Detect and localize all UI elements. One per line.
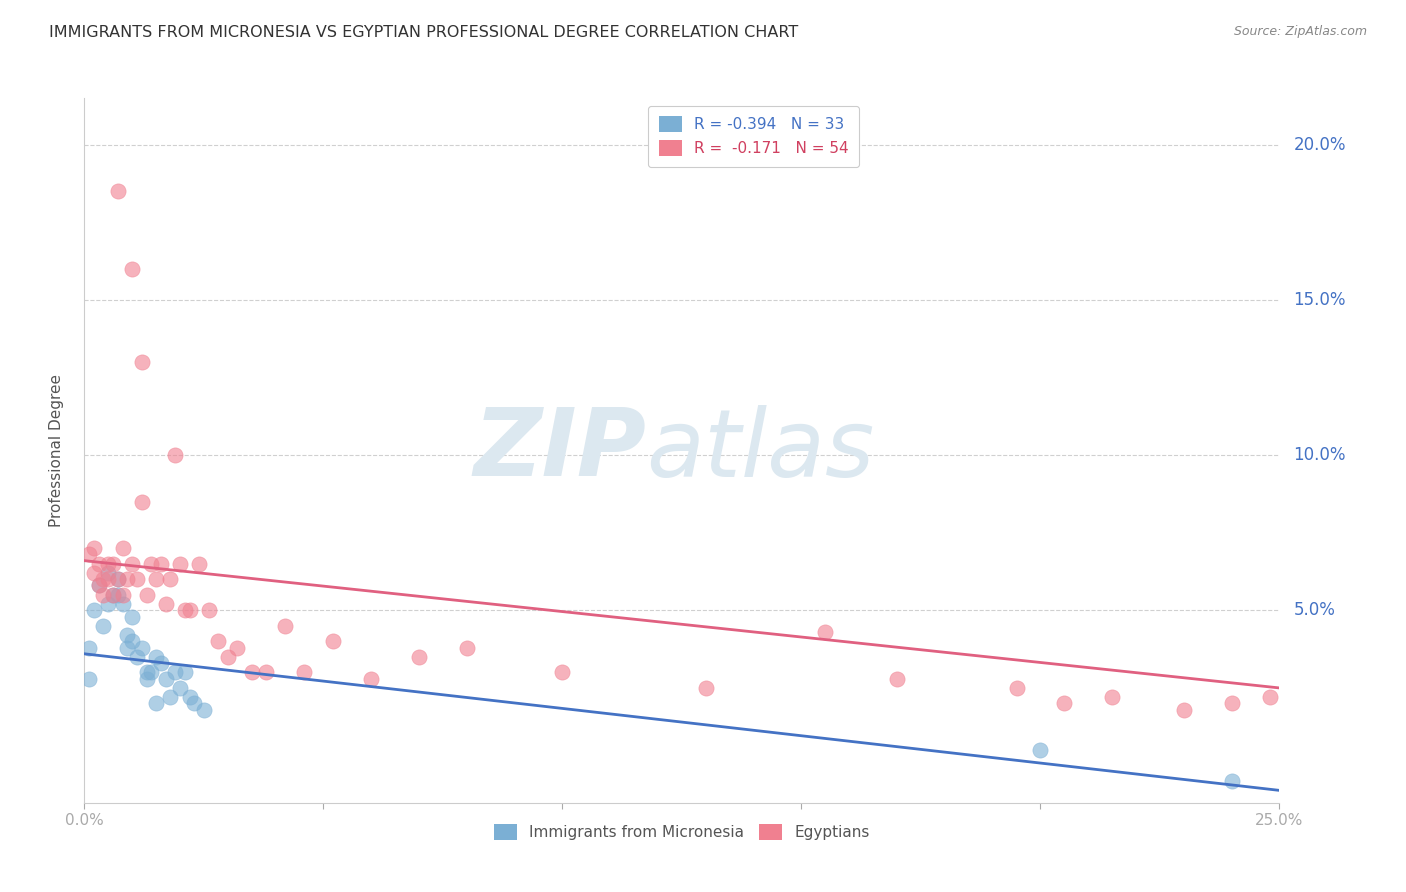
Point [83,541,105,556]
Point [169,681,191,695]
Point [107,572,129,586]
Point [814,625,837,640]
Point [121,634,143,648]
Point [217,649,239,664]
Point [322,634,344,648]
Point [97,557,120,571]
Point [408,649,430,664]
Point [183,697,205,711]
Point [97,572,120,586]
Point [107,572,129,586]
Point [456,640,478,655]
Point [149,557,172,571]
Point [173,665,195,680]
Point [292,665,315,680]
Point [1101,690,1123,705]
Text: Source: ZipAtlas.com: Source: ZipAtlas.com [1233,25,1367,38]
Point [111,597,134,611]
Point [188,557,211,571]
Point [141,665,163,680]
Point [197,603,219,617]
Point [165,448,187,462]
Point [155,597,177,611]
Point [254,665,277,680]
Text: atlas: atlas [647,405,875,496]
Point [1029,743,1052,757]
Point [159,572,181,586]
Point [149,656,172,670]
Text: ZIP: ZIP [474,404,647,497]
Point [274,619,297,633]
Point [145,572,167,586]
Point [93,572,115,586]
Point [141,557,163,571]
Point [121,609,143,624]
Text: 10.0%: 10.0% [1294,446,1346,464]
Point [135,672,157,686]
Point [97,597,120,611]
Point [169,557,191,571]
Point [101,588,124,602]
Point [117,572,139,586]
Point [135,588,157,602]
Point [135,665,157,680]
Point [1258,690,1281,705]
Point [207,634,229,648]
Text: 15.0%: 15.0% [1294,291,1346,309]
Text: 5.0%: 5.0% [1294,601,1336,619]
Point [360,672,382,686]
Point [551,665,574,680]
Point [193,703,215,717]
Point [695,681,717,695]
Point [93,619,115,633]
Point [1220,697,1243,711]
Point [97,566,120,580]
Point [1005,681,1028,695]
Point [145,697,167,711]
Point [121,557,143,571]
Point [179,690,201,705]
Point [117,640,139,655]
Point [165,665,187,680]
Point [226,640,249,655]
Point [83,566,105,580]
Point [159,690,181,705]
Point [240,665,263,680]
Point [121,261,143,276]
Point [83,603,105,617]
Point [173,603,195,617]
Point [107,184,129,198]
Point [101,557,124,571]
Point [77,548,100,562]
Point [117,628,139,642]
Point [93,588,115,602]
Point [111,588,134,602]
Text: 20.0%: 20.0% [1294,136,1346,153]
Legend: Immigrants from Micronesia, Egyptians: Immigrants from Micronesia, Egyptians [486,817,877,848]
Point [886,672,908,686]
Text: IMMIGRANTS FROM MICRONESIA VS EGYPTIAN PROFESSIONAL DEGREE CORRELATION CHART: IMMIGRANTS FROM MICRONESIA VS EGYPTIAN P… [49,25,799,40]
Y-axis label: Professional Degree: Professional Degree [49,374,63,527]
Point [77,672,100,686]
Point [131,640,153,655]
Point [107,588,129,602]
Point [155,672,177,686]
Point [125,572,148,586]
Point [111,541,134,556]
Point [1053,697,1076,711]
Point [101,588,124,602]
Point [87,578,110,592]
Point [77,640,100,655]
Point [145,649,167,664]
Point [87,578,110,592]
Point [125,649,148,664]
Point [131,355,153,369]
Point [87,557,110,571]
Point [131,494,153,508]
Point [179,603,201,617]
Point [1173,703,1195,717]
Point [1220,774,1243,789]
